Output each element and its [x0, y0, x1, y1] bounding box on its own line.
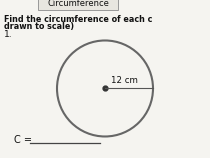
Text: 1.: 1. — [4, 30, 13, 39]
Text: drawn to scale): drawn to scale) — [4, 22, 74, 31]
Text: Find the circumference of each c: Find the circumference of each c — [4, 15, 152, 24]
Text: 12 cm: 12 cm — [111, 76, 138, 85]
Text: C =: C = — [14, 135, 32, 145]
FancyBboxPatch shape — [38, 0, 118, 10]
Text: Circumference: Circumference — [47, 0, 109, 9]
